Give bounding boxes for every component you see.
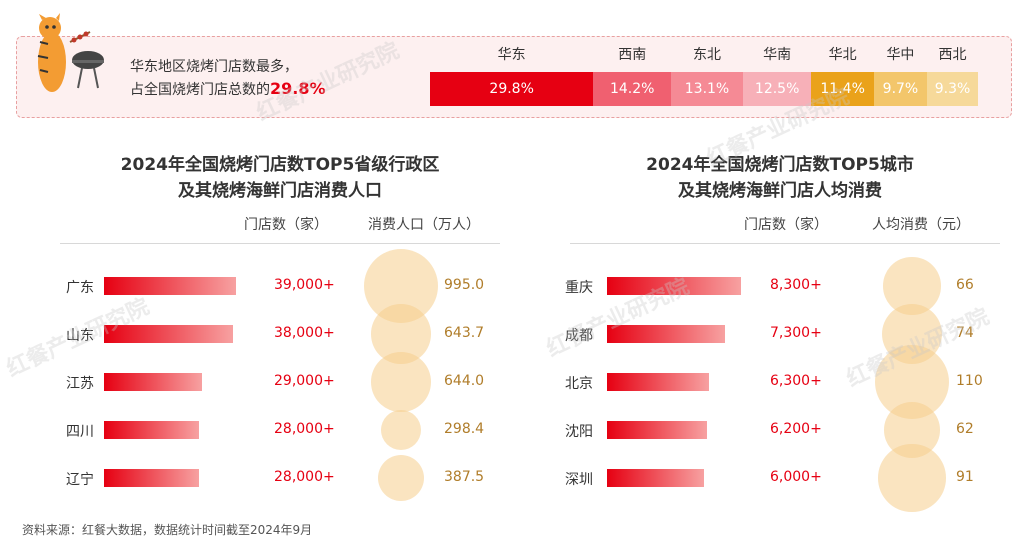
right-title-line-1: 2024年全国烧烤门店数TOP5城市 <box>646 155 914 175</box>
store-count-bar <box>104 373 203 391</box>
right-title-line-2: 及其烧烤海鲜门店人均消费 <box>678 181 882 201</box>
region-bar-segment: 14.2% <box>593 72 672 106</box>
store-count-bar <box>607 325 725 343</box>
row-category-label: 江苏 <box>66 376 94 392</box>
store-count-value: 6,000+ <box>770 469 822 485</box>
store-count-value: 29,000+ <box>274 373 335 389</box>
region-bar-segment: 13.1% <box>671 72 743 106</box>
store-count-value: 8,300+ <box>770 277 822 293</box>
region-label: 东北 <box>693 47 721 63</box>
row-category-label: 四川 <box>66 424 94 440</box>
bubble-marker <box>371 352 431 412</box>
banner-line-2: 占全国烧烤门店总数的29.8% <box>130 78 326 101</box>
banner-highlight-pct: 29.8% <box>270 79 326 98</box>
right-col-header-spend: 人均消费（元） <box>872 217 970 233</box>
row-category-label: 北京 <box>565 376 593 392</box>
row-category-label: 辽宁 <box>66 472 94 488</box>
bubble-value: 298.4 <box>444 421 485 437</box>
region-bar-segment: 9.7% <box>873 72 928 106</box>
region-label: 西南 <box>618 47 647 63</box>
store-count-bar <box>104 421 199 439</box>
row-category-label: 广东 <box>66 280 94 296</box>
bubble-marker <box>878 444 946 512</box>
bubble-value: 644.0 <box>444 373 485 389</box>
store-count-value: 7,300+ <box>770 325 822 341</box>
row-category-label: 成都 <box>565 328 593 344</box>
store-count-value: 38,000+ <box>274 325 335 341</box>
banner-line-2-prefix: 占全国烧烤门店总数的 <box>130 82 270 98</box>
store-count-bar <box>104 277 236 295</box>
left-title-line-1: 2024年全国烧烤门店数TOP5省级行政区 <box>120 155 440 175</box>
region-bar-segment: 29.8% <box>430 72 594 106</box>
store-count-value: 28,000+ <box>274 469 335 485</box>
row-category-label: 沈阳 <box>565 424 593 440</box>
bubble-value: 74 <box>956 325 974 341</box>
right-panel-title: 2024年全国烧烤门店数TOP5城市 及其烧烤海鲜门店人均消费 <box>560 152 1000 204</box>
store-count-bar <box>607 373 709 391</box>
row-category-label: 深圳 <box>565 472 593 488</box>
store-count-value: 6,300+ <box>770 373 822 389</box>
store-count-value: 39,000+ <box>274 277 335 293</box>
region-label: 西北 <box>938 47 967 63</box>
left-col-header-stores: 门店数（家） <box>244 217 328 233</box>
banner-line-1: 华东地区烧烤门店数最多， <box>130 59 298 75</box>
region-label: 华南 <box>763 47 792 63</box>
row-category-label: 重庆 <box>565 280 593 296</box>
bubble-value: 110 <box>956 373 983 389</box>
left-panel-title: 2024年全国烧烤门店数TOP5省级行政区 及其烧烤海鲜门店消费人口 <box>60 152 500 204</box>
store-count-bar <box>607 421 708 439</box>
store-count-bar <box>607 469 704 487</box>
store-count-bar <box>104 325 233 343</box>
right-header-divider <box>570 243 1000 244</box>
store-count-bar <box>104 469 199 487</box>
region-label: 华中 <box>886 47 915 63</box>
left-header-divider <box>60 243 500 244</box>
region-label: 华北 <box>828 47 857 63</box>
store-count-value: 6,200+ <box>770 421 822 437</box>
store-count-bar <box>607 277 741 295</box>
row-category-label: 山东 <box>66 328 94 344</box>
bubble-value: 91 <box>956 469 974 485</box>
left-col-header-population: 消费人口（万人） <box>368 217 480 233</box>
bubble-value: 62 <box>956 421 974 437</box>
bubble-value: 66 <box>956 277 974 293</box>
bubble-value: 643.7 <box>444 325 485 341</box>
right-col-header-stores: 门店数（家） <box>744 217 828 233</box>
bubble-marker <box>377 454 425 502</box>
region-bar-segment: 12.5% <box>742 72 812 106</box>
source-note: 资料来源：红餐大数据，数据统计时间截至2024年9月 <box>22 523 313 537</box>
bubble-value: 387.5 <box>444 469 485 485</box>
region-bar-segment: 9.3% <box>927 72 978 106</box>
bubble-marker <box>380 409 422 451</box>
left-title-line-2: 及其烧烤海鲜门店消费人口 <box>178 181 382 201</box>
bubble-value: 995.0 <box>444 277 485 293</box>
region-bar-segment: 11.4% <box>811 72 874 106</box>
banner-text: 华东地区烧烤门店数最多， 占全国烧烤门店总数的29.8% <box>130 56 326 101</box>
region-label: 华东 <box>497 47 526 63</box>
store-count-value: 28,000+ <box>274 421 335 437</box>
tiger-bbq-mascot-icon <box>37 13 104 92</box>
